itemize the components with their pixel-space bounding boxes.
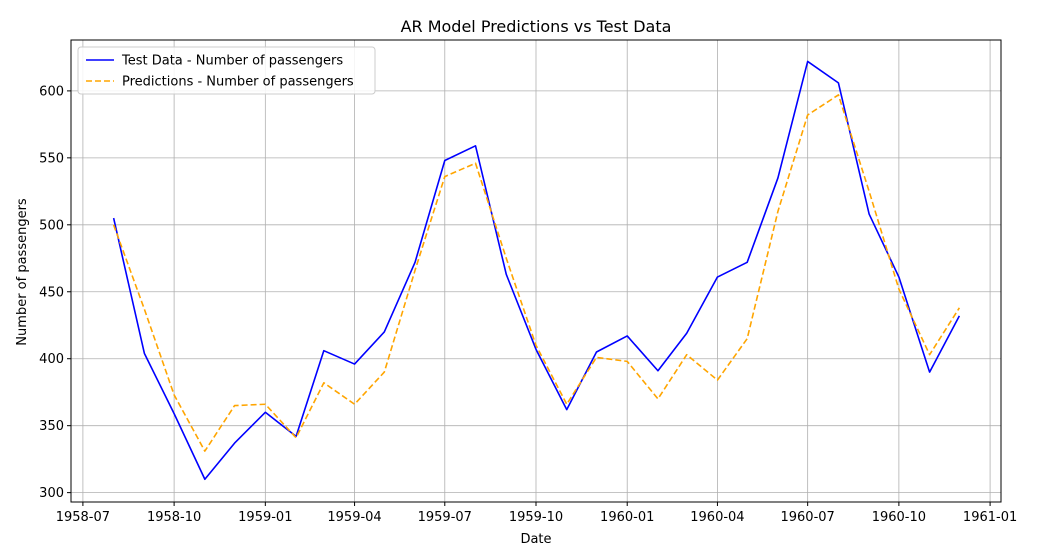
y-axis-ticks: 300 350 400 450 500 550 600 [39,84,71,501]
y-tick-label: 500 [39,218,64,233]
x-axis-label: Date [520,532,551,547]
grid-lines [71,40,1001,502]
x-tick-label: 1959-04 [327,510,381,525]
x-tick-label: 1960-01 [600,510,654,525]
legend-label-2: Predictions - Number of passengers [122,75,354,90]
y-tick-label: 550 [39,151,64,166]
x-axis-ticks: 1958-07 1958-10 1959-01 1959-04 1959-07 1959-… [56,502,1017,525]
legend: Test Data - Number of passengers Predicti… [77,46,376,95]
legend-box [77,46,376,95]
x-tick-label: 1960-10 [872,510,926,525]
y-axis-label: Number of passengers [15,198,30,346]
x-tick-label: 1959-07 [418,510,472,525]
y-tick-label: 350 [39,419,64,434]
y-tick-label: 300 [39,486,64,501]
y-tick-label: 600 [39,84,64,99]
x-tick-label: 1961-01 [963,510,1017,525]
x-tick-label: 1960-04 [690,510,744,525]
legend-label-1: Test Data - Number of passengers [121,54,343,69]
series-line-1 [112,60,961,481]
y-tick-label: 400 [39,352,64,367]
x-tick-label: 1958-10 [147,510,201,525]
x-tick-label: 1958-07 [56,510,110,525]
series-group [112,60,961,481]
x-tick-label: 1959-01 [238,510,292,525]
series-line-2 [112,94,961,452]
chart-title: AR Model Predictions vs Test Data [401,17,672,36]
x-tick-label: 1959-10 [509,510,563,525]
y-tick-label: 450 [39,285,64,300]
x-tick-label: 1960-07 [780,510,834,525]
